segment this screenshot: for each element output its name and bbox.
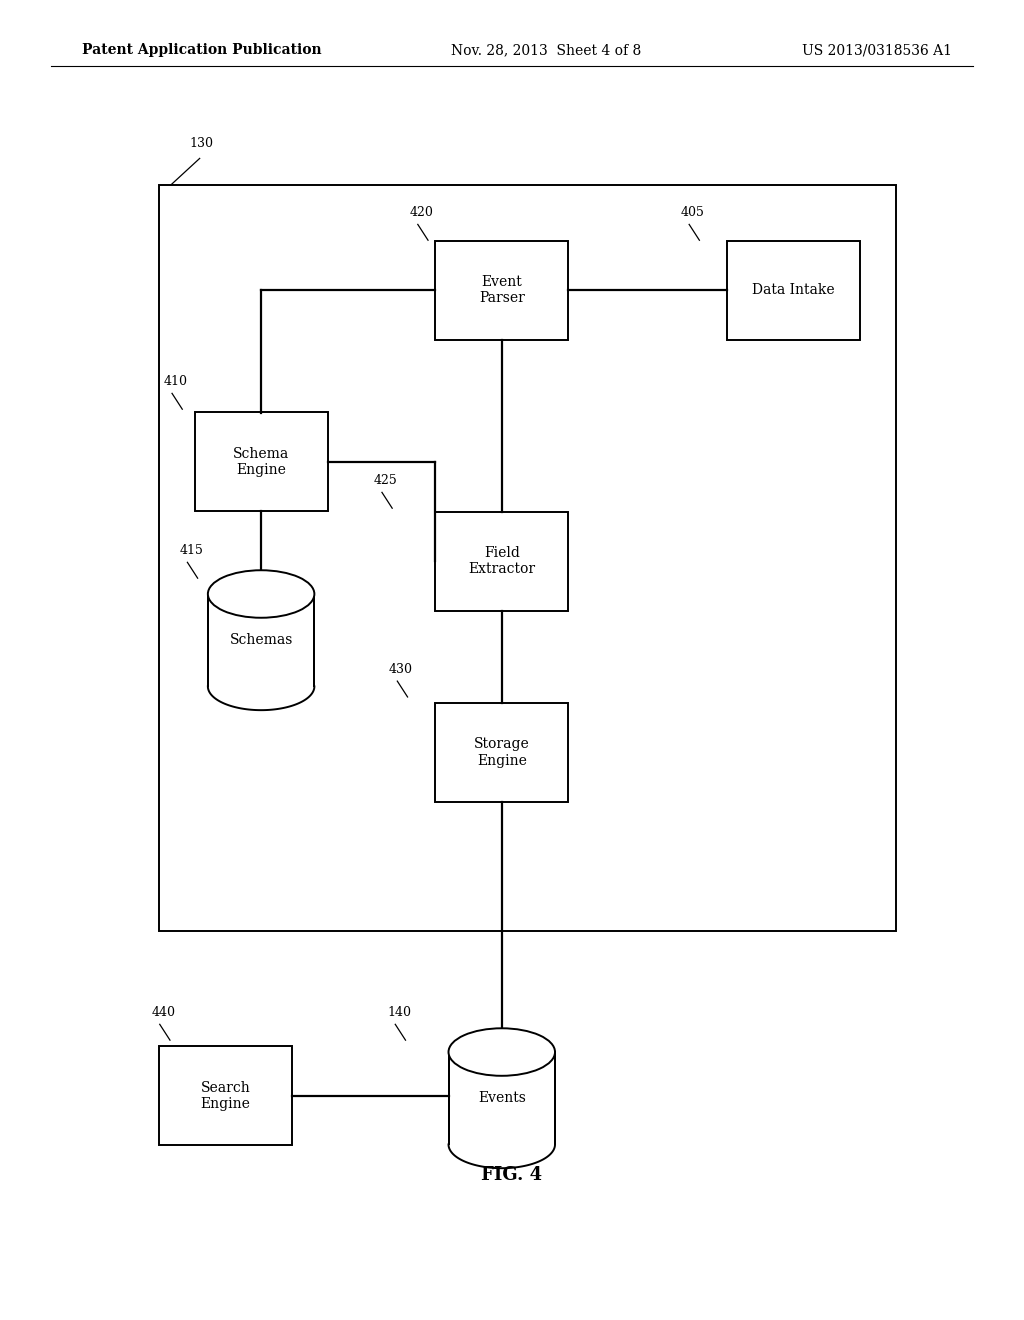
- Text: Storage
Engine: Storage Engine: [474, 738, 529, 767]
- Text: Schema
Engine: Schema Engine: [233, 447, 289, 477]
- Bar: [727, 242, 860, 339]
- Bar: [435, 242, 568, 339]
- Bar: [195, 412, 328, 511]
- Ellipse shape: [208, 570, 314, 618]
- Text: Search
Engine: Search Engine: [201, 1081, 250, 1110]
- Text: US 2013/0318536 A1: US 2013/0318536 A1: [803, 44, 952, 57]
- Bar: [449, 1052, 555, 1144]
- Text: Data Intake: Data Intake: [753, 284, 835, 297]
- Ellipse shape: [449, 1028, 555, 1076]
- Text: 440: 440: [152, 1006, 175, 1019]
- Text: Patent Application Publication: Patent Application Publication: [82, 44, 322, 57]
- Text: Event
Parser: Event Parser: [479, 276, 524, 305]
- Text: 415: 415: [179, 544, 203, 557]
- Text: 410: 410: [164, 375, 187, 388]
- Text: Events: Events: [478, 1092, 525, 1105]
- Text: FIG. 4: FIG. 4: [481, 1166, 543, 1184]
- Text: 140: 140: [387, 1006, 411, 1019]
- Text: Nov. 28, 2013  Sheet 4 of 8: Nov. 28, 2013 Sheet 4 of 8: [451, 44, 641, 57]
- Text: 425: 425: [374, 474, 397, 487]
- Bar: [159, 185, 896, 931]
- Text: 130: 130: [189, 137, 213, 150]
- Bar: [435, 511, 568, 610]
- Text: 420: 420: [410, 206, 433, 219]
- Bar: [159, 1045, 292, 1144]
- Text: 405: 405: [681, 206, 705, 219]
- Bar: [208, 594, 314, 686]
- Text: Schemas: Schemas: [229, 634, 293, 647]
- Bar: [435, 702, 568, 801]
- Text: Field
Extractor: Field Extractor: [468, 546, 536, 576]
- Text: 430: 430: [389, 663, 413, 676]
